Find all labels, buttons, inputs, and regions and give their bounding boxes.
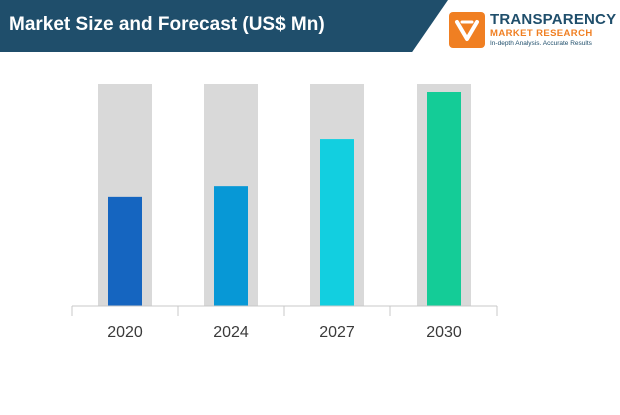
x-tick-label-2024: 2024 — [213, 324, 249, 341]
logo-tagline: In-depth Analysis. Accurate Results — [490, 40, 592, 47]
logo-text-brand: TRANSPARENCY — [490, 11, 617, 28]
x-tick-label-2030: 2030 — [426, 324, 462, 341]
x-tick-label-2027: 2027 — [319, 324, 355, 341]
bar-2020 — [108, 196, 142, 306]
chart-title: Market Size and Forecast (US$ Mn) — [9, 14, 325, 35]
bar-2024 — [214, 186, 248, 306]
company-logo: TRANSPARENCY MARKET RESEARCH In-depth An… — [449, 8, 617, 52]
logo-text-subtitle: MARKET RESEARCH — [490, 28, 593, 39]
header-banner — [0, 0, 448, 52]
bar-2027 — [320, 139, 354, 306]
tmr-logo-icon — [449, 12, 485, 48]
x-tick-label-2020: 2020 — [107, 324, 143, 341]
bar-2030 — [427, 92, 461, 306]
